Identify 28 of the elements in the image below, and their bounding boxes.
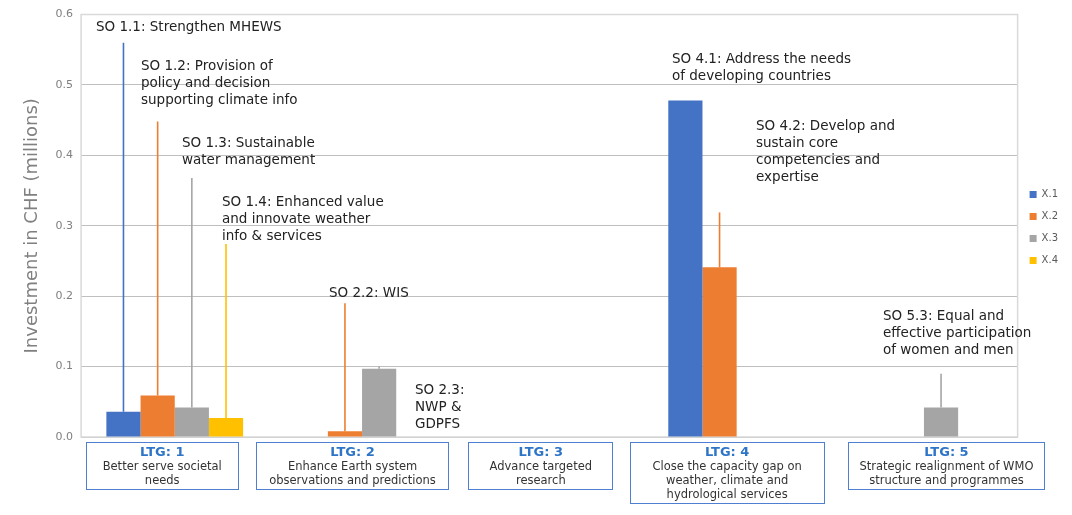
annotation: SO 2.2: WIS — [329, 284, 409, 301]
label-box: LTG: 5 Strategic realignment of WMO structure and programmes — [847, 442, 1045, 490]
legend-label: X.4 — [1041, 254, 1059, 266]
annotation: SO 1.3: Sustainable water management — [182, 134, 316, 168]
label-box: LTG: 2 Enhance Earth system observations and predictions — [256, 442, 450, 490]
legend-label: X.1 — [1041, 188, 1059, 200]
label-box: LTG: 4 Close the capacity gap on weather, climate and hydrological services — [629, 442, 825, 504]
annotation: SO 1.1: Strengthen MHEWS — [96, 18, 282, 35]
annotation: SO 1.4: Enhanced value and innovate weather info & services — [222, 193, 384, 244]
annotation: SO 1.2: Provision of policy and decision supporting climate info — [141, 57, 298, 108]
y-tick-label: 0.3 — [55, 218, 74, 232]
y-tick-label: 0.4 — [55, 148, 74, 162]
label-box: LTG: 1 Better serve societal needs — [85, 442, 239, 490]
bar — [668, 100, 703, 437]
annotation: SO 2.3: NWP & GDPFS — [415, 381, 465, 432]
annotation: SO 5.3: Equal and effective participation of women and men — [883, 307, 1032, 358]
y-tick-label: 0.6 — [55, 7, 74, 21]
y-tick-label: 0.2 — [55, 289, 74, 303]
y-tick-label: 0.1 — [55, 359, 74, 373]
bar — [362, 368, 397, 437]
annotation: SO 4.2: Develop and sustain core competencies and expertise — [756, 117, 896, 185]
legend-label: X.2 — [1041, 210, 1059, 222]
y-axis-title: Investment in CHF (millions) — [20, 98, 42, 354]
annotation: SO 4.1: Address the needs of developing countries — [672, 50, 852, 84]
y-tick-label: 0.5 — [55, 77, 74, 91]
legend-label: X.3 — [1041, 232, 1059, 244]
y-tick-label: 0.0 — [55, 429, 74, 443]
label-box: LTG: 3 Advance targeted research — [468, 442, 614, 490]
